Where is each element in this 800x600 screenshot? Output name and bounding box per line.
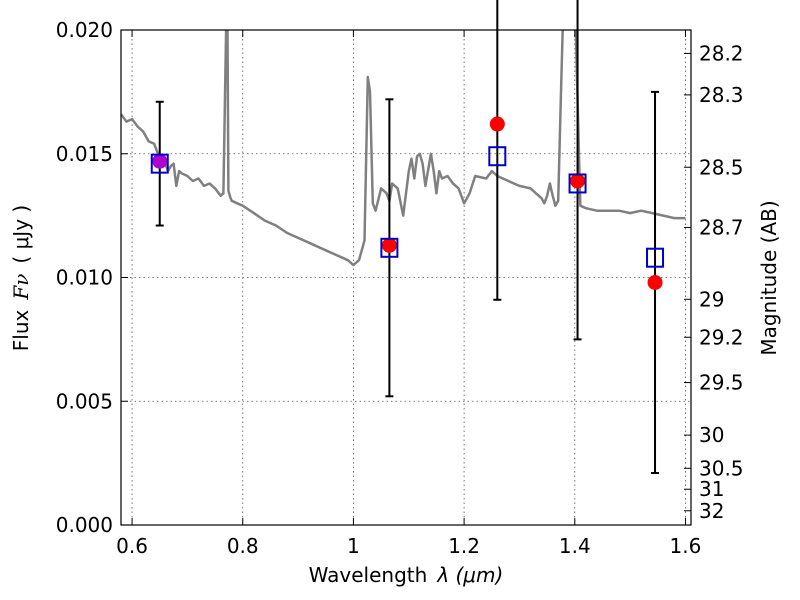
y2-tick-label: 28.7 [699, 215, 744, 239]
y-tick-label: 0.000 [56, 513, 113, 537]
y2-tick-label: 28.3 [699, 83, 744, 107]
observed-point [647, 274, 663, 290]
y2-tick-label: 29 [699, 287, 724, 311]
x-tick-label: 0.8 [227, 534, 259, 558]
y-axis-label: FluxFν( μJy ) [9, 205, 33, 351]
x-axis-label: Wavelength λ (μm) [309, 563, 504, 587]
model-photometry-point [488, 146, 507, 167]
y-tick-label: 0.015 [56, 142, 113, 166]
observed-point [570, 173, 586, 189]
axis-ticks: 0.6 0.8 1 1.2 1.4 1.6 0.000 0.005 0.010 0.015 0.02… [56, 18, 744, 558]
y2-tick-label: 28.2 [699, 41, 744, 65]
x-tick-label: 1 [347, 534, 360, 558]
y2-tick-label: 29.5 [699, 371, 744, 395]
x-tick-label: 1.4 [559, 534, 591, 558]
y-tick-label: 0.005 [56, 389, 113, 413]
y-tick-label: 0.010 [56, 266, 113, 290]
x-tick-label: 0.6 [116, 534, 148, 558]
y2-tick-label: 32 [699, 499, 724, 523]
grid [121, 29, 691, 526]
y2-axis-label: Magnitude (AB) [757, 200, 781, 355]
observed-point [489, 116, 505, 132]
x-tick-label: 1.6 [670, 534, 702, 558]
model-photometry-point [150, 153, 169, 174]
model-photometry-point [646, 247, 665, 268]
y2-tick-label: 30.5 [699, 456, 744, 480]
plot-area [121, 30, 686, 267]
y-tick-label: 0.020 [56, 18, 113, 42]
x-tick-label: 1.2 [448, 534, 480, 558]
model-photometry-point [380, 237, 399, 258]
marker-layer [150, 0, 665, 475]
y2-tick-label: 29.2 [699, 325, 744, 349]
y2-tick-label: 31 [699, 477, 724, 501]
observed-point [152, 153, 168, 169]
model-photometry-point [568, 173, 587, 194]
y2-tick-label: 28.5 [699, 155, 744, 179]
observed-point [381, 237, 397, 253]
y2-tick-label: 30 [699, 423, 724, 447]
model-spectrum-line [121, 30, 686, 267]
errorbar [493, 0, 502, 301]
